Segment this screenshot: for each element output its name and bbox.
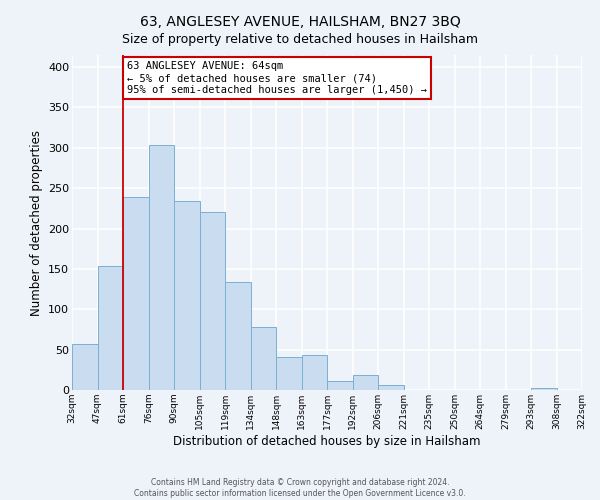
Bar [149,144,174,390]
Bar [327,381,353,390]
Text: Size of property relative to detached houses in Hailsham: Size of property relative to detached ho… [122,32,478,46]
Bar [97,266,123,390]
Text: 63, ANGLESEY AVENUE, HAILSHAM, BN27 3BQ: 63, ANGLESEY AVENUE, HAILSHAM, BN27 3BQ [140,15,460,29]
Bar [199,212,225,390]
Bar [378,385,404,390]
Bar [353,374,378,390]
Bar [174,201,199,390]
Bar [72,344,97,390]
Bar [276,357,302,390]
X-axis label: Distribution of detached houses by size in Hailsham: Distribution of detached houses by size … [173,434,481,448]
Bar [251,327,276,390]
Bar [225,282,251,390]
Text: 63 ANGLESEY AVENUE: 64sqm
← 5% of detached houses are smaller (74)
95% of semi-d: 63 ANGLESEY AVENUE: 64sqm ← 5% of detach… [127,62,427,94]
Bar [531,388,557,390]
Bar [123,197,149,390]
Y-axis label: Number of detached properties: Number of detached properties [29,130,43,316]
Text: Contains HM Land Registry data © Crown copyright and database right 2024.
Contai: Contains HM Land Registry data © Crown c… [134,478,466,498]
Bar [302,356,327,390]
